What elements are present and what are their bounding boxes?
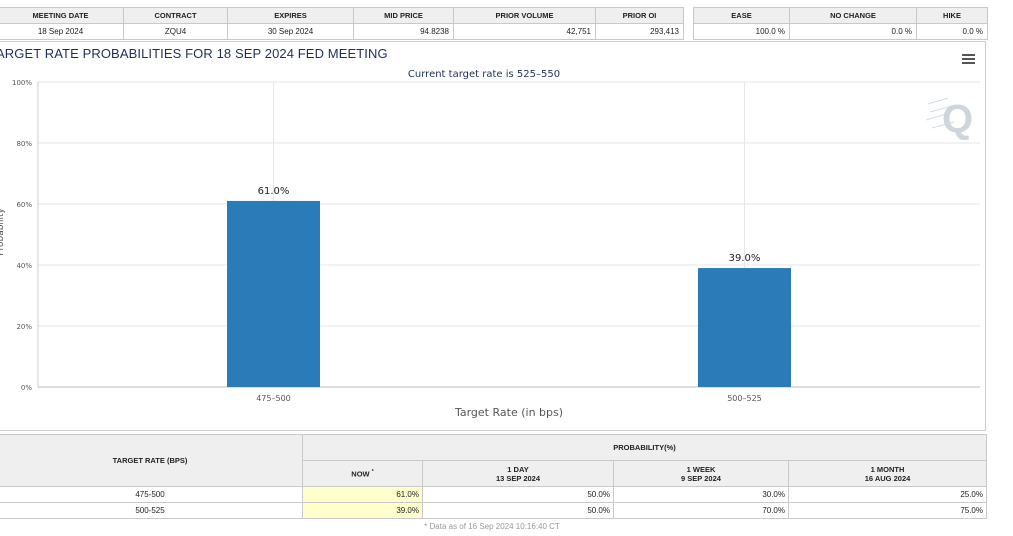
- one-month-header: 1 MONTH 16 AUG 2024: [788, 460, 987, 487]
- probability-table: TARGET RATE (BPS) PROBABILITY(%) NOW * 1…: [0, 434, 987, 534]
- header-hike: HIKE: [916, 7, 988, 24]
- meeting-header-row: MEETING DATE CONTRACT EXPIRES MID PRICE …: [0, 7, 684, 24]
- contract-cell: ZQU4: [123, 23, 228, 40]
- header-ease: EASE: [693, 7, 790, 24]
- hike-cell: 0.0 %: [916, 23, 988, 40]
- direction-data-row: 100.0 % 0.0 % 0.0 %: [693, 23, 988, 40]
- prior-oi-cell: 293,413: [595, 23, 684, 40]
- header-mid-price: MID PRICE: [353, 7, 454, 24]
- direction-table: EASE NO CHANGE HIKE 100.0 % 0.0 % 0.0 %: [693, 7, 988, 40]
- y-tick-label: 80%: [16, 140, 32, 148]
- y-tick-label: 0%: [21, 384, 32, 392]
- y-tick-label: 60%: [16, 201, 32, 209]
- x-tick-label: 500–525: [727, 394, 762, 403]
- rate-cell: 500-525: [0, 502, 303, 519]
- x-tick-label: 475–500: [256, 394, 291, 403]
- y-axis-title: Probability: [0, 208, 6, 256]
- mid-price-cell: 94.8238: [353, 23, 454, 40]
- prob-header-row-2: NOW * 1 DAY 13 SEP 2024 1 WEEK 9 SEP 2024 …: [0, 460, 987, 487]
- direction-header-row: EASE NO CHANGE HIKE: [693, 7, 988, 24]
- chart-panel: ARGET RATE PROBABILITIES FOR 18 SEP 2024…: [0, 41, 986, 431]
- x-axis-title: Target Rate (in bps): [454, 406, 563, 419]
- prob-header-row-1: TARGET RATE (BPS) PROBABILITY(%): [0, 434, 987, 487]
- ease-cell: 100.0 %: [693, 23, 790, 40]
- one-day-header: 1 DAY 13 SEP 2024: [422, 460, 614, 487]
- table-row: 475-500 61.0% 50.0% 30.0% 25.0%: [0, 486, 987, 503]
- month-cell: 25.0%: [788, 486, 987, 503]
- header-meeting-date: MEETING DATE: [0, 7, 124, 24]
- hamburger-menu-icon[interactable]: [962, 54, 975, 64]
- meeting-info-table: MEETING DATE CONTRACT EXPIRES MID PRICE …: [0, 7, 684, 40]
- target-rate-header: TARGET RATE (BPS): [0, 434, 303, 487]
- expires-cell: 30 Sep 2024: [227, 23, 354, 40]
- bar: [698, 268, 791, 387]
- bar-data-label: 39.0%: [729, 253, 761, 264]
- table-row: 500-525 39.0% 50.0% 70.0% 75.0%: [0, 502, 987, 519]
- bar: [227, 200, 320, 387]
- bar-data-label: 61.0%: [258, 186, 290, 197]
- rate-cell: 475-500: [0, 486, 303, 503]
- bar-chart: 0% 20% 40% 60% 80% 100% 61.0% 475–500 39.0% 500–5…: [0, 69, 980, 419]
- prior-volume-cell: 42,751: [453, 23, 596, 40]
- y-tick-label: 40%: [16, 262, 32, 270]
- week-cell: 30.0%: [613, 486, 789, 503]
- one-week-header: 1 WEEK 9 SEP 2024: [613, 460, 789, 487]
- month-cell: 75.0%: [788, 502, 987, 519]
- footnote-row: * Data as of 16 Sep 2024 10:16:40 CT: [0, 519, 987, 535]
- now-cell: 61.0%: [302, 486, 423, 503]
- svg-text:Q: Q: [942, 97, 973, 141]
- header-prior-oi: PRIOR OI: [595, 7, 684, 24]
- y-tick-label: 20%: [16, 323, 32, 331]
- day-cell: 50.0%: [422, 486, 614, 503]
- meeting-date-cell: 18 Sep 2024: [0, 23, 124, 40]
- week-cell: 70.0%: [613, 502, 789, 519]
- now-cell: 39.0%: [302, 502, 423, 519]
- header-no-change: NO CHANGE: [789, 7, 917, 24]
- no-change-cell: 0.0 %: [789, 23, 917, 40]
- meeting-data-row: 18 Sep 2024 ZQU4 30 Sep 2024 94.8238 42,…: [0, 23, 684, 40]
- header-expires: EXPIRES: [227, 7, 354, 24]
- day-cell: 50.0%: [422, 502, 614, 519]
- now-header: NOW *: [302, 460, 423, 487]
- data-as-of-footnote: * Data as of 16 Sep 2024 10:16:40 CT: [424, 522, 560, 531]
- header-prior-volume: PRIOR VOLUME: [453, 7, 596, 24]
- chart-title: ARGET RATE PROBABILITIES FOR 18 SEP 2024…: [0, 46, 388, 61]
- header-contract: CONTRACT: [123, 7, 228, 24]
- q-logo-icon: Q: [925, 97, 973, 141]
- probability-header: PROBABILITY(%): [302, 434, 987, 461]
- chart-subtitle: Current target rate is 525–550: [408, 69, 560, 80]
- y-tick-label: 100%: [12, 79, 32, 87]
